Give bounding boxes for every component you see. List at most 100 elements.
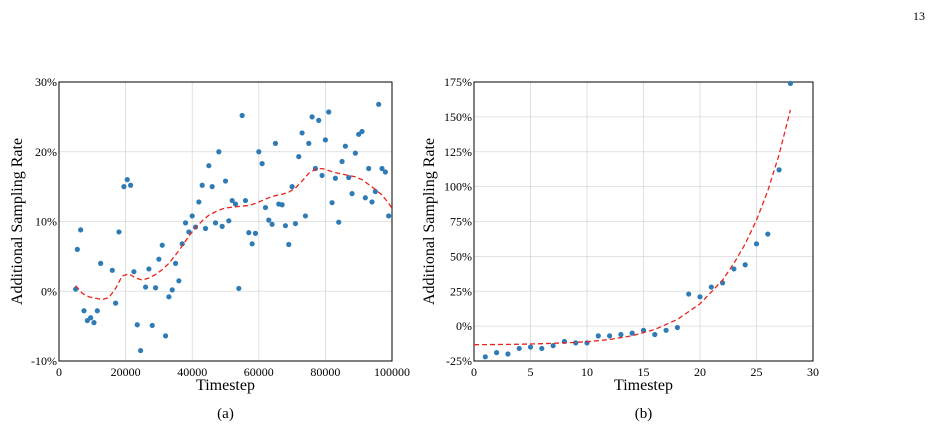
x-tick-label: 30 [807,365,819,379]
page-number: 13 [913,9,925,23]
data-point [697,294,703,300]
data-point [239,112,245,119]
data-point [346,174,352,181]
data-point [74,246,80,252]
x-tick-label: 80000 [310,365,340,379]
data-point [742,262,748,268]
y-tick-label: 0% [41,284,57,298]
x-axis-label: Timestep [614,377,673,394]
data-point [349,191,355,197]
data-point [256,149,262,155]
data-point [206,163,212,169]
data-point [382,169,388,175]
data-point [262,204,269,211]
data-point [137,347,144,354]
chart-panel-a: 0 20000 40000 60000 80000 100000 -10% 0% 10% 20% 3… [9,75,410,422]
y-tick-label: -10% [31,354,57,368]
data-point [607,333,613,339]
data-point [289,184,295,190]
data-point [172,260,179,266]
data-point [550,343,556,349]
plot-frame [473,81,814,362]
data-point [212,220,219,226]
y-tick-label: 100% [444,180,472,194]
data-point [152,285,159,291]
y-tick-label: 20% [35,145,57,159]
x-tick-label: 20 [694,365,706,379]
data-point [81,308,87,314]
x-tick-label: 15 [638,365,650,379]
y-axis-label: Additional Sampling Rate [421,138,438,305]
data-point [663,327,669,333]
y-tick-label: 125% [444,145,472,159]
x-tick-label: 20000 [111,365,141,379]
plot-frame [58,81,393,362]
x-tick-label: 5 [528,365,534,379]
data-point [376,101,382,107]
data-point [109,267,115,273]
data-point [232,201,239,207]
y-axis-label: Additional Sampling Rate [9,138,26,305]
data-point [309,114,315,120]
data-point [91,320,97,326]
data-point [379,165,385,172]
data-point [236,285,242,292]
data-point [302,213,309,219]
data-point [316,117,322,123]
y-tick-label: 0% [456,319,472,333]
data-point [282,223,289,229]
data-point [134,322,140,328]
data-point [202,225,209,232]
y-tick-label: 150% [444,110,472,124]
data-point [149,322,155,329]
data-point [686,291,692,297]
data-point [279,202,285,208]
data-point [369,199,375,205]
data-point [527,344,534,350]
data-point [121,184,127,190]
data-point [573,340,579,346]
data-point [142,284,149,290]
data-point [88,315,94,321]
trend-line [473,109,792,346]
data-point [731,266,737,272]
data-point [176,278,182,284]
data-point [787,80,794,86]
data-point [366,165,372,172]
panel-caption: (b) [635,406,653,422]
x-tick-label: 10 [581,365,593,379]
data-point [372,188,378,195]
data-point [753,241,760,247]
y-tick-label: 10% [35,215,57,229]
data-point [342,143,348,149]
data-point [229,197,235,204]
data-point [209,184,215,190]
data-point [252,230,259,236]
x-axis-label: Timestep [196,377,255,394]
data-point [326,109,332,115]
data-point [494,350,500,356]
data-point [266,217,272,223]
data-point [249,241,255,247]
data-point [182,220,189,226]
x-tick-label: 25 [751,365,763,379]
y-tick-label: 30% [35,75,57,89]
data-point [259,161,265,167]
x-tick-label: 0 [56,365,62,379]
data-point [329,200,335,206]
data-point [352,150,358,156]
data-point [516,345,522,352]
data-point [216,149,222,155]
x-tick-label: 0 [471,365,477,379]
x-tick-label: 60000 [244,365,274,379]
data-point [618,331,624,338]
data-point [166,294,172,300]
data-point [629,330,635,336]
data-point [652,331,658,338]
data-point [242,197,249,204]
data-point [98,260,104,266]
panel-caption: (a) [217,406,234,422]
data-point [127,182,134,188]
data-point [196,199,202,205]
